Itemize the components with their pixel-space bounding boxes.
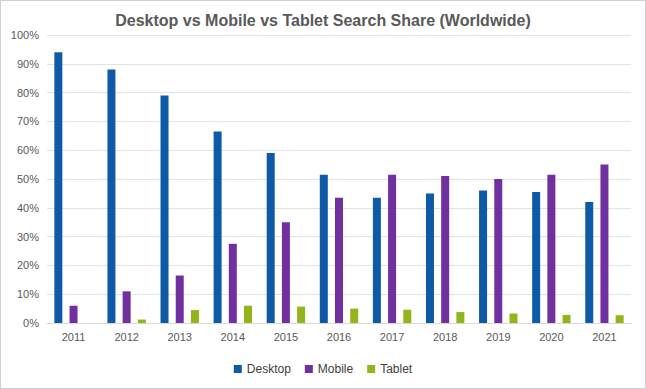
- svg-text:40%: 40%: [17, 202, 39, 214]
- svg-text:50%: 50%: [17, 173, 39, 185]
- svg-text:2012: 2012: [114, 331, 138, 343]
- svg-text:Mobile: Mobile: [318, 362, 354, 376]
- svg-text:2018: 2018: [433, 331, 457, 343]
- svg-text:100%: 100%: [11, 29, 39, 41]
- svg-text:2019: 2019: [486, 331, 510, 343]
- svg-text:20%: 20%: [17, 259, 39, 271]
- svg-text:Desktop vs Mobile vs Tablet Se: Desktop vs Mobile vs Tablet Search Share…: [115, 12, 531, 29]
- svg-text:Tablet: Tablet: [380, 362, 413, 376]
- svg-text:2016: 2016: [327, 331, 351, 343]
- svg-text:0%: 0%: [23, 317, 39, 329]
- svg-text:70%: 70%: [17, 115, 39, 127]
- svg-text:2011: 2011: [62, 331, 86, 343]
- svg-text:30%: 30%: [17, 231, 39, 243]
- svg-text:2013: 2013: [167, 331, 191, 343]
- svg-text:60%: 60%: [17, 144, 39, 156]
- svg-text:90%: 90%: [17, 58, 39, 70]
- svg-text:2020: 2020: [539, 331, 563, 343]
- svg-text:2015: 2015: [274, 331, 298, 343]
- svg-text:Desktop: Desktop: [247, 362, 291, 376]
- svg-text:10%: 10%: [17, 288, 39, 300]
- svg-text:2021: 2021: [592, 331, 616, 343]
- svg-text:80%: 80%: [17, 87, 39, 99]
- svg-text:2017: 2017: [380, 331, 404, 343]
- svg-text:2014: 2014: [221, 331, 245, 343]
